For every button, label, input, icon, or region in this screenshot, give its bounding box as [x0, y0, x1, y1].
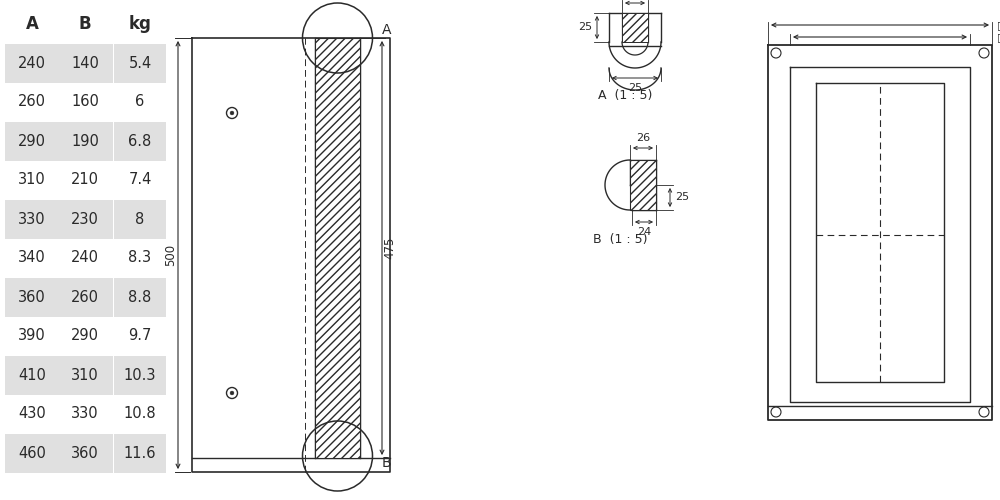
Text: 24: 24: [637, 227, 651, 237]
Text: 500: 500: [164, 244, 178, 266]
Text: 230: 230: [71, 212, 99, 226]
Text: 340: 340: [18, 250, 46, 266]
Circle shape: [230, 111, 234, 115]
Text: 290: 290: [71, 328, 99, 344]
Text: kg: kg: [129, 15, 151, 33]
Bar: [5, 200, 60, 238]
Bar: [58, 356, 112, 395]
Bar: [5, 122, 60, 160]
Text: B: B: [79, 15, 91, 33]
Circle shape: [226, 108, 238, 118]
Text: 5.4: 5.4: [128, 56, 152, 70]
Text: 430: 430: [18, 406, 46, 422]
Text: 240: 240: [71, 250, 99, 266]
Bar: [58, 44, 112, 82]
Text: 240: 240: [18, 56, 46, 70]
Bar: [58, 278, 112, 316]
Text: 260: 260: [71, 290, 99, 304]
Text: 210: 210: [71, 172, 99, 188]
Text: 6.8: 6.8: [128, 134, 152, 148]
Text: 410: 410: [18, 368, 46, 382]
Text: 390: 390: [18, 328, 46, 344]
Text: 25: 25: [578, 22, 592, 32]
Bar: [114, 278, 166, 316]
Text: 310: 310: [71, 368, 99, 382]
Bar: [630, 160, 656, 210]
Bar: [114, 200, 166, 238]
Bar: [622, 13, 648, 42]
Text: □A: □A: [997, 20, 1000, 30]
Text: 9.7: 9.7: [128, 328, 152, 344]
Text: 260: 260: [18, 94, 46, 110]
Text: B  (1 : 5): B (1 : 5): [593, 234, 647, 246]
Bar: [315, 38, 360, 458]
Bar: [5, 434, 60, 472]
Text: 290: 290: [18, 134, 46, 148]
Text: 10.8: 10.8: [124, 406, 156, 422]
Text: 460: 460: [18, 446, 46, 460]
Bar: [5, 278, 60, 316]
Bar: [58, 200, 112, 238]
Bar: [114, 122, 166, 160]
Bar: [114, 434, 166, 472]
Bar: [58, 122, 112, 160]
Text: 330: 330: [18, 212, 46, 226]
Text: 360: 360: [18, 290, 46, 304]
Text: A  (1 : 5): A (1 : 5): [598, 90, 652, 102]
Bar: [58, 434, 112, 472]
Text: □B: □B: [997, 32, 1000, 42]
Text: 360: 360: [71, 446, 99, 460]
Text: 190: 190: [71, 134, 99, 148]
Bar: [5, 356, 60, 395]
Text: 26: 26: [636, 133, 650, 143]
Text: 11.6: 11.6: [124, 446, 156, 460]
Text: A: A: [26, 15, 38, 33]
Text: 140: 140: [71, 56, 99, 70]
Text: 310: 310: [18, 172, 46, 188]
Text: 8.3: 8.3: [128, 250, 152, 266]
Text: 8: 8: [135, 212, 145, 226]
Bar: [5, 44, 60, 82]
Circle shape: [230, 391, 234, 395]
Text: 8.8: 8.8: [128, 290, 152, 304]
Text: 10.3: 10.3: [124, 368, 156, 382]
Text: 330: 330: [71, 406, 99, 422]
Text: B: B: [382, 456, 392, 470]
Text: 6: 6: [135, 94, 145, 110]
Circle shape: [226, 388, 238, 398]
Bar: [114, 44, 166, 82]
Text: 25: 25: [675, 192, 689, 202]
Bar: [114, 356, 166, 395]
Text: 25: 25: [628, 83, 642, 93]
Text: 160: 160: [71, 94, 99, 110]
Text: A: A: [382, 23, 392, 37]
Text: 475: 475: [384, 237, 396, 259]
Text: 7.4: 7.4: [128, 172, 152, 188]
